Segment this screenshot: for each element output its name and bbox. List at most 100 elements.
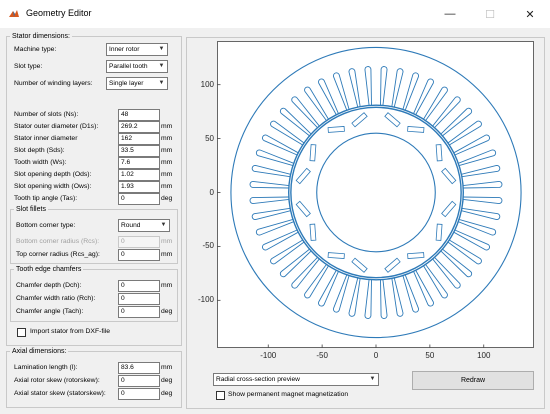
y-tick-label: 0 (209, 187, 214, 197)
lamination-length-unit: mm (161, 364, 173, 371)
stator-slot (291, 257, 320, 289)
stator-outer-diameter-label: Stator outer diameter (D1s): (14, 123, 99, 130)
bottom-corner-type-value: Round (121, 222, 141, 229)
rotor-magnet (295, 200, 311, 218)
stator-slot (432, 257, 461, 289)
stator-inner-diameter-label: Stator inner diameter (14, 135, 78, 142)
y-tick-label: -100 (197, 295, 214, 305)
slot-fillets-legend: Slot fillets (16, 206, 46, 213)
stator-skew-input[interactable]: 0 (118, 388, 160, 400)
chamfer-width-ratio-input[interactable]: 0 (118, 293, 160, 305)
machine-type-value: Inner rotor (109, 46, 140, 53)
stator-slot (255, 149, 294, 167)
stator-slot (318, 270, 339, 307)
redraw-button[interactable]: Redraw (412, 371, 534, 390)
stator-slot (348, 68, 361, 108)
chamfer-angle-input[interactable]: 0 (118, 306, 160, 318)
bottom-corner-radius-label: Bottom corner radius (Rcs): (16, 238, 100, 245)
slot-type-dropdown[interactable]: Parallel tooth ▼ (106, 60, 168, 73)
lamination-length-input[interactable]: 83.6 (118, 362, 160, 374)
machine-type-label: Machine type: (14, 46, 57, 53)
machine-type-dropdown[interactable]: Inner rotor ▼ (106, 43, 168, 56)
stator-slot (333, 72, 350, 111)
stator-outer-circle (230, 46, 522, 339)
minimize-button[interactable]: — (444, 8, 456, 20)
import-dxf-label: Import stator from DXF-file (30, 328, 111, 335)
rotor-magnet (309, 223, 317, 241)
chevron-down-icon: ▼ (158, 80, 165, 86)
stator-dimensions-legend: Stator dimensions: (12, 33, 70, 40)
stator-slot (458, 218, 497, 236)
stator-slot (423, 86, 448, 121)
title-bar: Geometry Editor — ☐ ✕ (0, 0, 550, 29)
chevron-down-icon: ▼ (158, 46, 165, 52)
slot-opening-depth-input[interactable]: 1.02 (118, 169, 160, 181)
stator-slot (348, 277, 361, 317)
stator-slot (270, 120, 305, 146)
chamfer-depth-label: Chamfer depth (Dch): (16, 282, 82, 289)
chamfer-angle-label: Chamfer angle (Tach): (16, 308, 84, 315)
stator-inner-diameter-input[interactable]: 162 (118, 133, 160, 145)
rotor-magnet (407, 126, 425, 133)
chamfer-depth-unit: mm (161, 282, 173, 289)
preview-panel (186, 37, 545, 409)
rotor-magnet-pair (384, 252, 425, 273)
slot-opening-width-label: Slot opening width (Ows): (14, 183, 92, 190)
stator-slot (291, 96, 320, 128)
x-tick-label: 0 (373, 351, 379, 360)
tooth-width-unit: mm (161, 159, 173, 166)
top-corner-radius-input[interactable]: 0 (118, 249, 160, 261)
rotor-magnet-pair (384, 112, 425, 133)
tooth-tip-angle-unit: deg (161, 195, 173, 202)
y-tick-label: 50 (205, 133, 214, 143)
winding-layers-dropdown[interactable]: Single layer ▼ (106, 77, 168, 90)
stator-outer-diameter-input[interactable]: 269.2 (118, 121, 160, 133)
slot-opening-width-input[interactable]: 1.93 (118, 181, 160, 193)
import-dxf-checkbox[interactable] (17, 328, 26, 337)
close-button[interactable]: ✕ (525, 8, 535, 21)
chamfer-depth-input[interactable]: 0 (118, 280, 160, 292)
stator-slot (279, 107, 312, 137)
chamfer-angle-unit: deg (161, 308, 173, 315)
top-corner-radius-unit: mm (161, 251, 173, 258)
rotor-magnet (351, 257, 368, 273)
rotor-magnet (327, 126, 345, 133)
stator-slot (304, 264, 329, 299)
stator-slot (453, 134, 490, 156)
slot-depth-input[interactable]: 33.5 (118, 145, 160, 157)
slot-type-label: Slot type: (14, 63, 43, 70)
rotor-inner-circle (316, 132, 436, 253)
view-mode-dropdown[interactable]: Radial cross-section preview ▼ (213, 373, 379, 386)
bottom-corner-type-dropdown[interactable]: Round ▼ (118, 219, 170, 232)
stator-slot (458, 149, 497, 167)
rotor-magnet (407, 252, 425, 259)
stator-slot (251, 207, 291, 220)
chevron-down-icon: ▼ (369, 376, 376, 382)
tooth-width-input[interactable]: 7.6 (118, 157, 160, 169)
motor-cross-section-plot (217, 41, 534, 348)
rotor-magnet (309, 144, 317, 162)
rotor-skew-unit: deg (161, 377, 173, 384)
plot-axes[interactable] (217, 41, 534, 348)
slot-depth-label: Slot depth (Sds): (14, 147, 65, 154)
rotor-magnet-pair (435, 200, 457, 241)
lamination-length-label: Lamination length (l): (14, 364, 78, 371)
stator-slot (270, 239, 305, 265)
x-tick-label: 100 (477, 351, 491, 360)
rotor-skew-input[interactable]: 0 (118, 375, 160, 387)
show-magnetization-checkbox[interactable] (216, 391, 225, 400)
axial-dimensions-legend: Axial dimensions: (12, 348, 67, 355)
stator-slot (279, 248, 312, 278)
num-slots-input[interactable]: 48 (118, 109, 160, 121)
stator-dimensions-panel: Stator dimensions: (6, 33, 182, 346)
bottom-corner-radius-input: 0 (118, 236, 160, 248)
top-corner-radius-label: Top corner radius (Rcs_ag): (16, 251, 100, 258)
slot-opening-width-unit: mm (161, 183, 173, 190)
rotor-magnet-pair (327, 112, 368, 133)
tooth-tip-angle-input[interactable]: 0 (118, 193, 160, 205)
stator-slot (462, 180, 503, 189)
stator-slot (432, 96, 461, 128)
bottom-corner-radius-unit: mm (161, 238, 173, 245)
stator-slot (304, 86, 329, 121)
slot-opening-depth-label: Slot opening depth (Ods): (14, 171, 92, 178)
